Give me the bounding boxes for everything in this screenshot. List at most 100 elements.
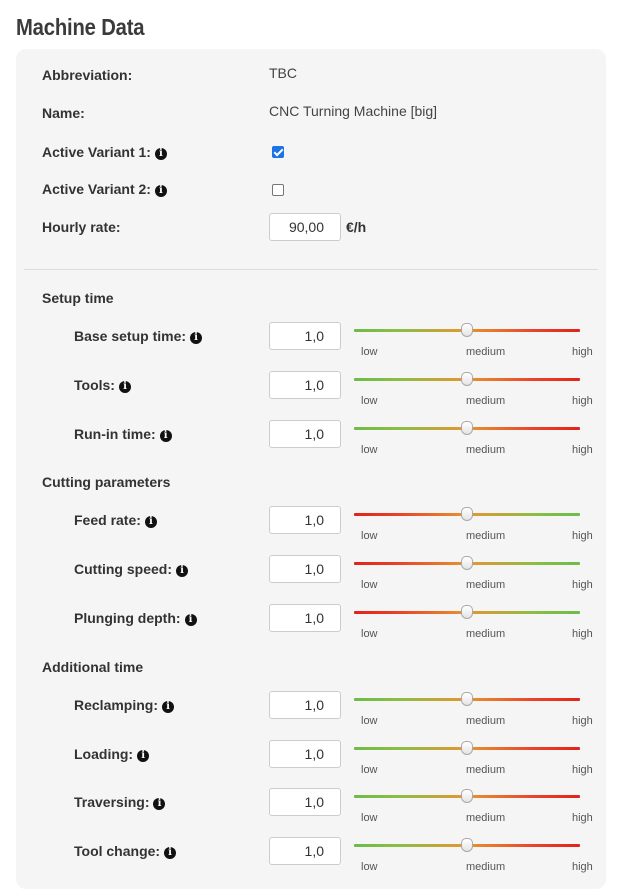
parameter-value-input[interactable]: 1,0 (269, 740, 341, 768)
info-icon[interactable]: i (176, 565, 188, 577)
slider-tick-high: high (572, 395, 593, 407)
section-title: Additional time (42, 659, 144, 675)
active-variant-2-row: Active Variant 2: i (42, 181, 167, 197)
parameter-label: Reclamping: (74, 697, 159, 713)
name-label: Name: (42, 105, 85, 121)
parameter-label-row: Feed rate: i (74, 512, 157, 528)
active-variant-1-checkbox[interactable] (272, 146, 284, 158)
parameter-slider[interactable] (354, 789, 580, 804)
slider-thumb[interactable] (461, 741, 473, 755)
slider-thumb[interactable] (461, 692, 473, 706)
slider-tick-high: high (572, 628, 593, 640)
parameter-value-input[interactable]: 1,0 (269, 555, 341, 583)
slider-thumb[interactable] (461, 838, 473, 852)
active-variant-2-label: Active Variant 2: (42, 181, 151, 197)
slider-tick-high: high (572, 530, 593, 542)
parameter-label: Run-in time: (74, 426, 156, 442)
parameter-slider[interactable] (354, 605, 580, 620)
slider-thumb[interactable] (461, 556, 473, 570)
parameter-label-row: Loading: i (74, 746, 150, 762)
slider-tick-low: low (361, 715, 378, 727)
slider-tick-medium: medium (466, 715, 506, 727)
slider-thumb[interactable] (461, 507, 473, 521)
info-icon[interactable]: i (144, 516, 157, 528)
slider-tick-medium: medium (466, 628, 506, 640)
slider-tick-low: low (361, 812, 378, 824)
slider-tick-low: low (361, 579, 378, 591)
parameter-slider[interactable] (354, 421, 580, 436)
info-icon[interactable]: i (118, 381, 131, 393)
parameter-value-input[interactable]: 1,0 (269, 322, 341, 350)
active-variant-1-row: Active Variant 1: i (42, 144, 167, 160)
parameter-value-input[interactable]: 1,0 (269, 691, 341, 719)
section-title: Setup time (42, 290, 114, 306)
parameter-slider[interactable] (354, 556, 580, 571)
slider-tick-high: high (572, 861, 593, 873)
info-icon[interactable]: i (153, 798, 166, 810)
parameter-label-row: Plunging depth: i (74, 610, 197, 626)
parameter-value-input[interactable]: 1,0 (269, 371, 341, 399)
slider-thumb[interactable] (461, 323, 473, 337)
parameter-slider[interactable] (354, 692, 580, 707)
parameter-label-row: Tool change: i (74, 843, 177, 859)
slider-thumb[interactable] (461, 605, 473, 619)
parameter-slider[interactable] (354, 741, 580, 756)
slider-tick-medium: medium (466, 444, 506, 456)
hourly-rate-unit: €/h (346, 219, 367, 235)
parameter-value-input[interactable]: 1,0 (269, 420, 341, 448)
slider-tick-medium: medium (466, 579, 506, 591)
slider-tick-medium: medium (466, 861, 506, 873)
hourly-rate-input[interactable]: 90,00 (269, 213, 341, 241)
parameter-label: Plunging depth: (74, 610, 181, 626)
parameter-value-input[interactable]: 1,0 (269, 604, 341, 632)
parameter-label: Loading: (74, 746, 134, 762)
parameter-slider[interactable] (354, 323, 580, 338)
slider-tick-medium: medium (466, 346, 506, 358)
info-icon[interactable]: i (164, 847, 177, 859)
abbreviation-label: Abbreviation: (42, 67, 133, 83)
slider-tick-high: high (572, 579, 593, 591)
slider-tick-high: high (572, 764, 593, 776)
info-icon[interactable]: i (137, 750, 150, 762)
section-title: Cutting parameters (42, 474, 171, 490)
info-icon[interactable]: i (190, 332, 203, 344)
parameter-label: Tool change: (74, 843, 161, 859)
info-icon[interactable]: i (184, 614, 197, 626)
info-icon[interactable]: i (154, 148, 167, 160)
active-variant-2-checkbox[interactable] (272, 184, 284, 196)
parameter-value-input[interactable]: 1,0 (269, 788, 341, 816)
parameter-label: Tools: (74, 377, 115, 393)
divider (24, 269, 598, 270)
slider-tick-low: low (361, 530, 378, 542)
parameter-label-row: Run-in time: i (74, 426, 172, 442)
info-icon[interactable]: i (159, 430, 172, 442)
parameter-slider[interactable] (354, 372, 580, 387)
parameter-label: Traversing: (74, 794, 150, 810)
abbreviation-value: TBC (269, 65, 297, 81)
parameter-label-row: Cutting speed: i (74, 561, 188, 577)
slider-tick-medium: medium (466, 764, 506, 776)
slider-thumb[interactable] (461, 421, 473, 435)
parameter-value-input[interactable]: 1,0 (269, 506, 341, 534)
parameter-label: Feed rate: (74, 512, 141, 528)
slider-thumb[interactable] (461, 789, 473, 803)
parameter-slider[interactable] (354, 838, 580, 853)
parameter-label-row: Tools: i (74, 377, 131, 393)
parameter-slider[interactable] (354, 507, 580, 522)
slider-tick-medium: medium (466, 530, 506, 542)
parameter-value-input[interactable]: 1,0 (269, 837, 341, 865)
page-title: Machine Data (16, 14, 145, 40)
hourly-rate-label: Hourly rate: (42, 219, 121, 235)
info-icon[interactable]: i (162, 701, 175, 713)
slider-tick-low: low (361, 346, 378, 358)
parameter-label: Base setup time: (74, 328, 187, 344)
slider-tick-high: high (572, 812, 593, 824)
slider-tick-high: high (572, 346, 593, 358)
slider-thumb[interactable] (461, 372, 473, 386)
slider-tick-low: low (361, 395, 378, 407)
slider-tick-medium: medium (466, 812, 506, 824)
slider-tick-low: low (361, 861, 378, 873)
info-icon[interactable]: i (154, 185, 167, 197)
slider-tick-high: high (572, 715, 593, 727)
parameter-label: Cutting speed: (74, 561, 172, 577)
